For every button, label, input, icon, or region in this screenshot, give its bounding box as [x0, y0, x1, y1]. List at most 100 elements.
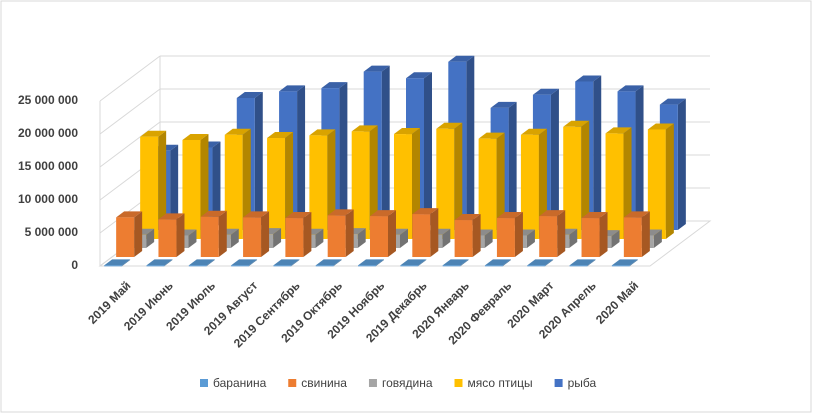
- bar-side: [333, 259, 342, 266]
- bar: [623, 217, 642, 257]
- bar-side: [261, 211, 270, 257]
- bar-side: [381, 65, 390, 230]
- bar-top: [605, 127, 632, 134]
- bar-side: [508, 101, 517, 231]
- bar-side: [297, 85, 306, 231]
- bar-side: [146, 228, 155, 248]
- bar: [520, 134, 539, 239]
- bar-side: [502, 259, 511, 266]
- bar: [442, 265, 461, 267]
- bar-top: [188, 259, 215, 266]
- bar: [309, 135, 328, 239]
- bar-side: [242, 128, 251, 239]
- bar-side: [206, 259, 215, 266]
- bar-side: [388, 210, 396, 257]
- bar: [158, 219, 177, 257]
- bar-side: [424, 72, 432, 230]
- bar: [315, 265, 334, 267]
- bar-top: [412, 208, 439, 215]
- bar-side: [629, 259, 638, 266]
- bar-top: [182, 134, 209, 140]
- bar-side: [653, 229, 662, 248]
- bar-side: [357, 228, 366, 248]
- bar-side: [188, 229, 197, 248]
- y-tick-label: 20 000 000: [18, 126, 78, 140]
- bar-top: [563, 120, 590, 127]
- bar-side: [550, 88, 559, 230]
- bar: [400, 265, 419, 267]
- legend-swatch: [200, 379, 208, 387]
- legend-label: говядина: [382, 376, 433, 390]
- bar-top: [104, 259, 131, 266]
- legend-label: баранина: [213, 376, 267, 390]
- bar-side: [291, 259, 300, 266]
- bar-top: [363, 65, 390, 72]
- bar-top: [315, 259, 342, 266]
- bar-top: [611, 259, 638, 266]
- bar-top: [267, 132, 294, 139]
- bar-side: [315, 228, 324, 248]
- bar-top: [496, 212, 523, 219]
- bar-side: [254, 92, 263, 230]
- bar-top: [285, 212, 312, 219]
- bar-side: [677, 98, 686, 230]
- bar-side: [218, 210, 227, 257]
- bar-top: [394, 128, 420, 135]
- bar: [496, 218, 515, 257]
- bar-side: [400, 228, 408, 248]
- bar-side: [623, 127, 632, 239]
- bar-side: [454, 122, 463, 239]
- bar-top: [581, 212, 608, 219]
- legend-swatch: [454, 379, 463, 387]
- legend-swatch: [288, 379, 297, 387]
- bar-side: [484, 229, 493, 248]
- bar-side: [593, 75, 602, 230]
- y-tick-label: 25 000 000: [18, 93, 78, 107]
- bar-side: [526, 229, 535, 248]
- bar-top: [321, 82, 348, 89]
- bar-top: [442, 259, 469, 266]
- bar: [182, 140, 201, 239]
- legend-swatch: [554, 379, 563, 387]
- bar-top: [659, 98, 686, 105]
- bar-side: [122, 259, 131, 266]
- y-tick-label: 10 000 000: [18, 192, 78, 206]
- bar-top: [490, 101, 517, 108]
- bar: [581, 218, 600, 257]
- bar-side: [170, 144, 179, 230]
- bar-side: [339, 82, 348, 230]
- bar-top: [327, 209, 354, 216]
- bar-top: [146, 259, 173, 266]
- bar-side: [230, 228, 239, 248]
- bar-top: [158, 213, 185, 220]
- bar-top: [478, 132, 505, 139]
- bar: [412, 214, 431, 257]
- bar-top: [448, 55, 475, 62]
- bar-top: [236, 92, 263, 98]
- bar-side: [212, 141, 221, 230]
- bar-top: [279, 85, 306, 92]
- bar: [539, 216, 558, 257]
- bar: [484, 265, 503, 267]
- bar: [454, 220, 473, 257]
- bar-side: [176, 213, 185, 257]
- bar-side: [273, 228, 282, 248]
- bar: [611, 265, 630, 267]
- bar: [188, 265, 207, 267]
- bar-top: [623, 211, 650, 218]
- bar-top: [532, 88, 559, 95]
- bar-top: [140, 130, 167, 137]
- bar: [231, 265, 250, 267]
- bar: [104, 265, 123, 267]
- bar-top: [484, 259, 511, 266]
- bar-side: [581, 120, 590, 239]
- bar-side: [249, 259, 258, 266]
- bar-top: [309, 129, 336, 136]
- bar: [563, 126, 582, 239]
- bar: [267, 138, 286, 239]
- side-grid-line: [99, 88, 161, 135]
- bar-top: [231, 259, 258, 266]
- bar: [569, 265, 588, 267]
- bar-side: [345, 209, 354, 257]
